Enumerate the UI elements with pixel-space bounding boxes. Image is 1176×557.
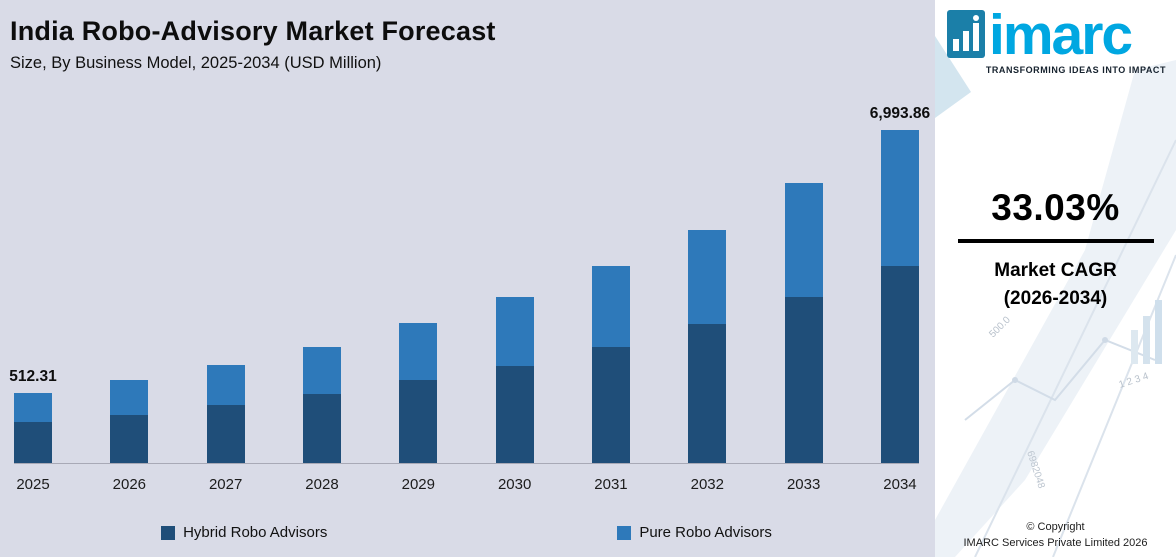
bar-group [206,365,245,463]
bar-group [688,230,727,463]
plot-area: 512.31 6,993.86 [9,63,930,463]
x-axis-label: 2025 [16,476,50,493]
bar-segment-hybrid [110,415,149,463]
x-axis-label: 2031 [594,476,628,493]
copyright-line2: IMARC Services Private Limited 2026 [963,536,1148,549]
chart-panel: India Robo-Advisory Market Forecast Size… [9,16,930,541]
cagr-label-line1: Market CAGR [994,260,1117,282]
x-axis-label: 2030 [497,476,532,493]
sidebar-content: imarc TRANSFORMING IDEAS INTO IMPACT 33.… [935,0,1176,557]
copyright-line1: © Copyright [1026,521,1085,534]
x-axis-line [14,463,919,464]
imarc-logo-text: imarc [989,3,1133,67]
chart-title: India Robo-Advisory Market Forecast [10,16,496,46]
bar-segment-hybrid [688,324,727,463]
x-axis-label: 2026 [112,476,147,493]
legend-label: Hybrid Robo Advisors [183,524,328,541]
bar-segment-hybrid [206,405,245,463]
x-axis-label: 2029 [401,476,435,493]
sidebar: 500.0 6982048 1 2 3 4 imarc TRANSFORMING… [935,0,1176,557]
bar-segment-hybrid [495,366,534,463]
bar-segment-hybrid [784,297,823,463]
cagr-value: 33.03% [991,187,1120,229]
bar-segment-pure [688,230,727,324]
bar-segment-hybrid [880,266,919,463]
bar-segment-pure [880,130,919,266]
x-axis-label: 2033 [786,476,821,493]
bar-value-label: 512.31 [9,368,57,385]
x-axis-labels: 2025 2026 2027 2028 2029 2030 2031 2032 2033 2034 [14,476,919,493]
chart-header: India Robo-Advisory Market Forecast Size… [10,16,496,73]
bar-group [495,297,534,463]
copyright: © Copyright IMARC Services Private Limit… [935,520,1176,551]
decorative-chart-graphic: 500.0 6982048 1 2 3 4 [935,36,1176,557]
legend-label: Pure Robo Advisors [639,524,772,541]
bar-segment-pure [302,347,341,394]
bar-segment-hybrid [399,380,438,463]
x-axis-label: 2034 [883,476,917,493]
bar-segment-pure [495,297,534,366]
bar-group: 512.31 [9,368,57,463]
bar-segment-pure [110,380,149,415]
x-axis-label: 2028 [305,476,339,493]
cagr-underline [957,239,1154,244]
bar-value-label: 6,993.86 [869,105,931,122]
chart-subtitle: Size, By Business Model, 2025-2034 (USD … [10,54,382,72]
bar-group: 6,993.86 [870,105,930,463]
cagr-label-line2: (2026-2034) [1003,287,1108,309]
bar-segment-pure [591,266,630,347]
bar-group [591,266,630,463]
legend: Hybrid Robo Advisors Pure Robo Advisors [14,524,919,541]
bar-segment-hybrid [14,422,52,463]
bar-segment-pure [784,183,823,297]
imarc-logo-icon [947,10,985,58]
legend-swatch [161,525,176,540]
bar-segment-hybrid [591,347,630,463]
legend-item-hybrid: Hybrid Robo Advisors [161,524,327,541]
bar-segment-pure [399,323,438,380]
x-axis-label: 2027 [208,476,243,493]
legend-item-pure: Pure Robo Advisors [617,524,772,541]
cagr-block: 33.03% Market CAGR (2026-2034) [935,187,1176,312]
bar-group [302,347,341,463]
x-axis-label: 2032 [690,476,724,493]
logo-tagline: TRANSFORMING IDEAS INTO IMPACT [985,65,1166,76]
legend-swatch [617,525,632,540]
bar-segment-pure [14,393,52,422]
bar-segment-pure [206,365,245,405]
bar-group [110,380,149,463]
bar-group [784,183,823,463]
imarc-logo: imarc [935,0,1176,67]
bar-segment-hybrid [302,394,341,463]
bar-group [399,323,438,463]
